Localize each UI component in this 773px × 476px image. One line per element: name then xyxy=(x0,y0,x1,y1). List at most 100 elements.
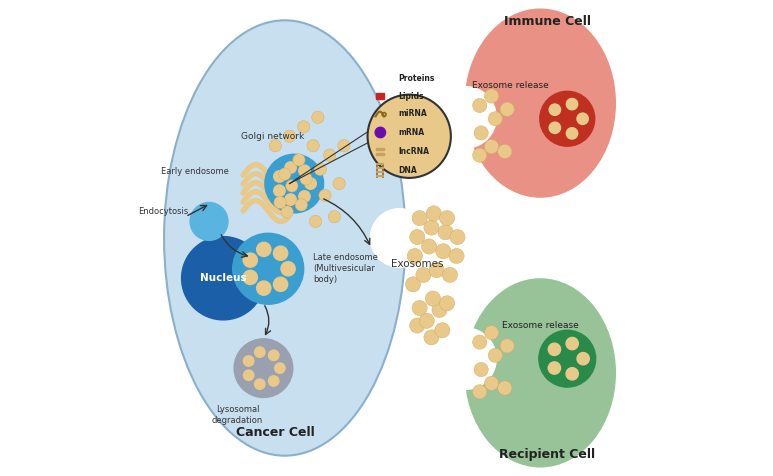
Circle shape xyxy=(268,376,279,386)
Circle shape xyxy=(424,220,439,235)
Circle shape xyxy=(450,229,465,245)
Ellipse shape xyxy=(164,20,405,456)
Circle shape xyxy=(243,356,254,366)
Circle shape xyxy=(577,113,588,124)
Text: DNA: DNA xyxy=(398,166,417,175)
Circle shape xyxy=(549,104,560,115)
Circle shape xyxy=(485,326,499,340)
Circle shape xyxy=(243,370,254,380)
Circle shape xyxy=(540,91,594,146)
Circle shape xyxy=(286,180,298,192)
Circle shape xyxy=(375,127,386,138)
Circle shape xyxy=(307,139,319,152)
Circle shape xyxy=(412,300,427,316)
Circle shape xyxy=(243,270,257,285)
Text: Late endosome
(Multivesicular
body): Late endosome (Multivesicular body) xyxy=(313,253,378,284)
Circle shape xyxy=(329,210,341,223)
Text: Golgi network: Golgi network xyxy=(241,132,305,141)
Circle shape xyxy=(472,148,487,162)
Circle shape xyxy=(410,229,425,245)
Circle shape xyxy=(284,130,295,142)
Circle shape xyxy=(472,335,487,349)
Circle shape xyxy=(416,268,431,282)
Circle shape xyxy=(300,173,312,185)
Circle shape xyxy=(243,253,257,267)
Circle shape xyxy=(269,139,281,152)
Circle shape xyxy=(539,330,596,387)
Circle shape xyxy=(567,128,577,139)
Circle shape xyxy=(474,126,489,140)
Circle shape xyxy=(472,99,487,113)
Circle shape xyxy=(274,197,286,208)
Circle shape xyxy=(548,362,560,374)
Circle shape xyxy=(429,263,444,278)
Circle shape xyxy=(285,194,296,205)
Circle shape xyxy=(434,323,450,338)
Circle shape xyxy=(268,350,279,360)
Circle shape xyxy=(474,362,489,377)
Circle shape xyxy=(498,144,512,159)
Circle shape xyxy=(424,330,439,345)
Circle shape xyxy=(566,337,578,350)
Circle shape xyxy=(274,363,285,373)
Circle shape xyxy=(281,262,295,276)
Text: Exosomes: Exosomes xyxy=(391,259,444,269)
Circle shape xyxy=(257,242,271,257)
Circle shape xyxy=(432,302,447,317)
Circle shape xyxy=(274,171,285,182)
Circle shape xyxy=(370,208,429,268)
Circle shape xyxy=(434,87,496,148)
Text: lncRNA: lncRNA xyxy=(398,147,429,156)
Text: Nucleus: Nucleus xyxy=(200,273,247,283)
Circle shape xyxy=(324,149,335,161)
Text: Cancer Cell: Cancer Cell xyxy=(236,426,315,438)
Circle shape xyxy=(485,376,499,390)
Circle shape xyxy=(489,112,502,126)
Circle shape xyxy=(449,248,464,264)
Circle shape xyxy=(405,277,421,292)
Circle shape xyxy=(425,291,441,306)
Ellipse shape xyxy=(465,278,616,467)
Circle shape xyxy=(440,296,455,311)
Text: Recipient Cell: Recipient Cell xyxy=(499,448,595,461)
Circle shape xyxy=(485,139,499,154)
Circle shape xyxy=(265,154,324,213)
Circle shape xyxy=(338,139,350,152)
Circle shape xyxy=(285,162,296,173)
Circle shape xyxy=(274,185,285,197)
Circle shape xyxy=(426,206,441,221)
Circle shape xyxy=(436,244,451,259)
Circle shape xyxy=(577,353,589,365)
Circle shape xyxy=(305,178,316,189)
Circle shape xyxy=(410,318,425,333)
Circle shape xyxy=(298,120,310,133)
Circle shape xyxy=(440,210,455,226)
Circle shape xyxy=(314,163,326,176)
Circle shape xyxy=(254,347,265,357)
Circle shape xyxy=(548,343,560,356)
Circle shape xyxy=(333,178,346,190)
Circle shape xyxy=(407,248,423,264)
Circle shape xyxy=(549,122,560,133)
Text: Exosome release: Exosome release xyxy=(502,321,579,330)
Text: mRNA: mRNA xyxy=(398,128,424,137)
Circle shape xyxy=(274,246,288,260)
Text: Immune Cell: Immune Cell xyxy=(504,15,591,28)
Text: Exosome release: Exosome release xyxy=(472,81,549,90)
Circle shape xyxy=(190,202,228,240)
Circle shape xyxy=(309,215,322,228)
Circle shape xyxy=(233,233,304,304)
Circle shape xyxy=(442,268,458,282)
Circle shape xyxy=(257,281,271,295)
Circle shape xyxy=(299,165,310,177)
Circle shape xyxy=(293,154,305,166)
Circle shape xyxy=(485,89,499,103)
Circle shape xyxy=(434,328,496,389)
Circle shape xyxy=(419,313,434,328)
Circle shape xyxy=(567,99,577,110)
Circle shape xyxy=(489,348,502,362)
Circle shape xyxy=(278,168,291,180)
Circle shape xyxy=(281,206,293,218)
Circle shape xyxy=(318,189,331,201)
Circle shape xyxy=(498,381,512,395)
